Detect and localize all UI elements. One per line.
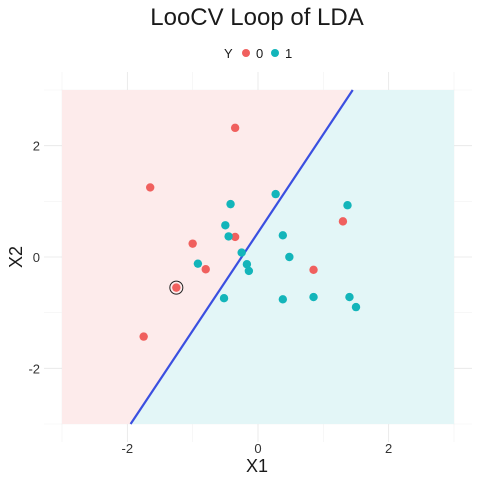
data-points bbox=[139, 123, 361, 341]
point-class-1 bbox=[345, 292, 354, 302]
legend-key-1 bbox=[271, 49, 279, 57]
point-class-0 bbox=[139, 332, 148, 341]
point-class-1 bbox=[309, 292, 318, 302]
point-class-1 bbox=[351, 302, 361, 312]
point-class-1 bbox=[242, 260, 252, 269]
point-class-1 bbox=[343, 201, 352, 210]
point-class-0 bbox=[230, 123, 240, 133]
point-class-0 bbox=[230, 232, 240, 242]
legend-label-1: 1 bbox=[285, 46, 292, 61]
point-class-1 bbox=[244, 266, 254, 276]
point-class-1 bbox=[224, 232, 233, 241]
decision-region-0 bbox=[62, 90, 353, 424]
y-axis-title: X2 bbox=[6, 246, 26, 268]
chart-title: LooCV Loop of LDA bbox=[150, 4, 363, 31]
plot-panel bbox=[44, 72, 472, 442]
decision-boundary-line bbox=[129, 89, 354, 425]
legend: Y 0 1 bbox=[224, 46, 292, 61]
x-tick-label: 0 bbox=[254, 441, 261, 456]
legend-label-0: 0 bbox=[256, 46, 263, 61]
point-class-1 bbox=[221, 221, 230, 230]
y-tick-labels: -2 0 2 bbox=[28, 139, 40, 377]
y-tick-label: 2 bbox=[33, 139, 40, 154]
point-class-1 bbox=[219, 293, 229, 303]
y-tick-label: 0 bbox=[33, 250, 40, 265]
legend-key-0 bbox=[242, 49, 250, 57]
highlighted-point-ring bbox=[169, 280, 184, 295]
x-axis-title: X1 bbox=[246, 456, 268, 476]
point-class-1 bbox=[285, 252, 294, 262]
point-class-0 bbox=[309, 265, 318, 275]
point-class-0 bbox=[201, 265, 210, 274]
point-class-1 bbox=[271, 189, 280, 199]
x-tick-label: -2 bbox=[122, 441, 134, 456]
x-tick-label: 2 bbox=[385, 441, 392, 456]
y-tick-label: -2 bbox=[28, 361, 40, 376]
point-class-1 bbox=[278, 295, 288, 304]
point-class-0 bbox=[338, 217, 348, 226]
point-class-1 bbox=[193, 259, 203, 268]
point-class-0 bbox=[188, 239, 197, 248]
point-class-1 bbox=[278, 231, 288, 240]
legend-title: Y bbox=[224, 46, 233, 61]
x-tick-labels: -2 0 2 bbox=[122, 441, 393, 456]
point-class-0 bbox=[172, 283, 181, 292]
point-class-1 bbox=[226, 199, 235, 209]
point-class-1 bbox=[237, 248, 246, 257]
point-class-0 bbox=[146, 183, 155, 192]
